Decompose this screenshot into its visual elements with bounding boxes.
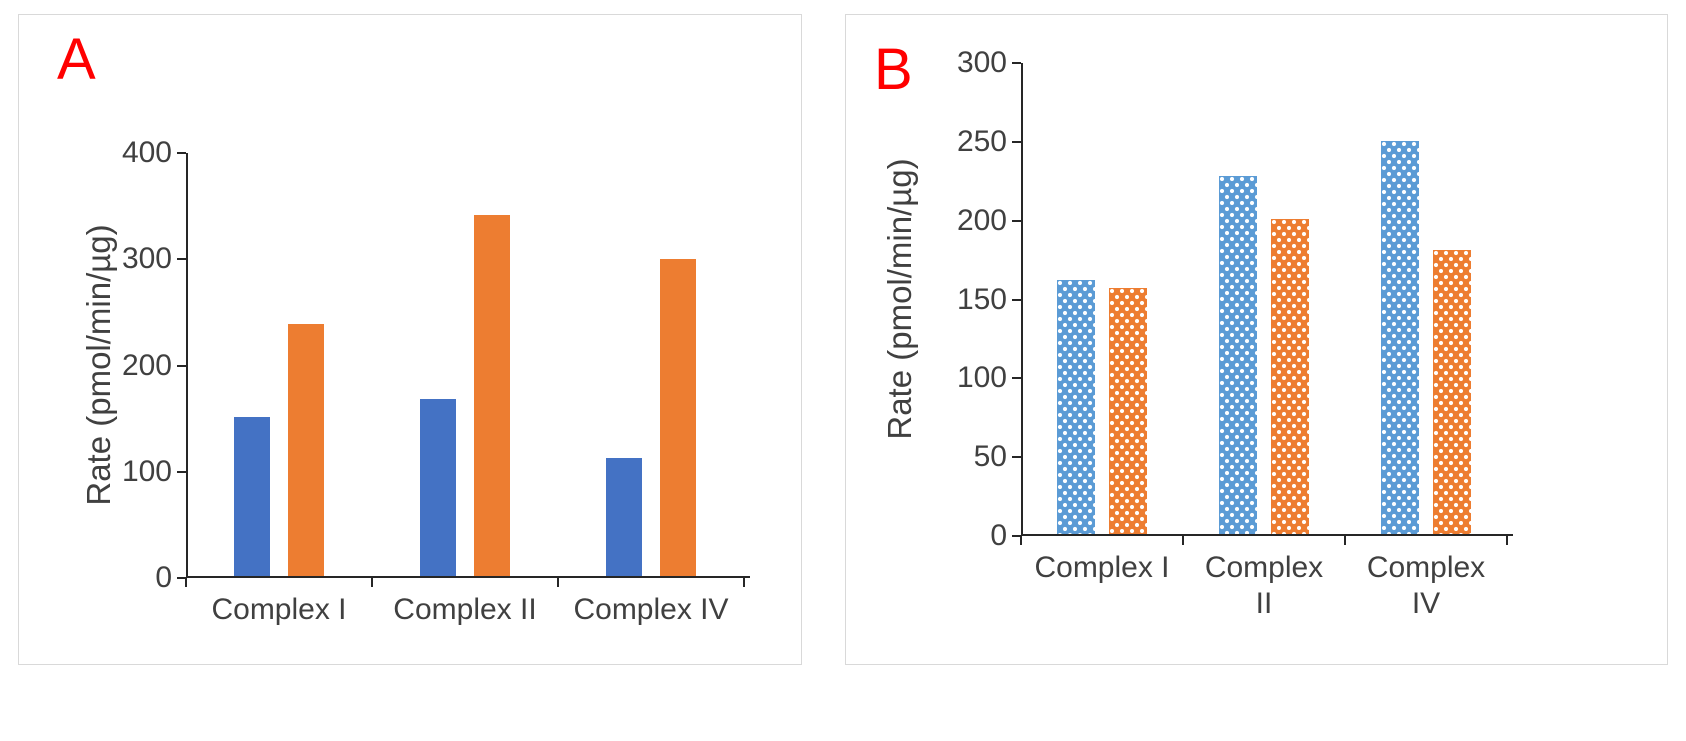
y-tick-label: 250 [956,124,1007,158]
y-axis-line [1021,63,1023,536]
x-tick-mark [743,578,745,587]
y-tick-label: 200 [956,203,1007,237]
y-tick-label: 300 [956,46,1007,79]
y-tick-mark [1012,140,1021,143]
y-tick-mark [1012,535,1021,537]
panel-label-b: B [874,37,913,102]
y-tick-mark [177,152,186,154]
y-tick-label: 150 [956,282,1007,316]
x-tick-mark [1182,536,1184,545]
bar [1381,141,1419,534]
y-tick-mark [1012,298,1021,301]
panel-a: A Rate (pmol/min/µg) 0 100 200 300 400 Comple… [18,14,802,665]
y-tick-mark [177,470,186,473]
y-tick-mark [1012,62,1021,64]
y-tick-label: 400 [121,136,172,169]
bar [1057,280,1095,534]
bar [1219,176,1257,534]
x-category-label: Complex II [1204,551,1324,620]
y-tick-label: 0 [155,561,172,594]
x-tick-mark [371,578,373,587]
y-tick-label: 100 [121,454,172,488]
y-tick-label: 200 [121,348,172,382]
x-category-label: Complex I [211,593,347,626]
x-category-label: Complex I [1034,551,1170,584]
x-category-label: Complex IV [573,593,729,626]
y-tick-label: 100 [956,361,1007,395]
x-category-label: Complex IV [1366,551,1486,620]
y-tick-label: 0 [990,519,1007,552]
x-tick-mark [1506,536,1508,545]
bar [1109,288,1147,534]
plot-area-a: 0 100 200 300 400 Complex I Complex II Complex … [122,136,750,626]
y-axis-title-b: Rate (pmol/min/µg) [881,158,918,440]
y-tick-label: 50 [973,440,1007,474]
bar [474,214,510,576]
y-tick-mark [1012,377,1021,380]
y-tick-mark [177,577,186,579]
bar [420,398,456,576]
y-axis-line [186,153,188,578]
x-category-label: Complex II [393,593,537,626]
y-axis-title-a: Rate (pmol/min/µg) [80,224,117,506]
x-tick-mark [557,578,559,587]
plot-area-b: 0 50 100 150 200 250 300 Complex I Complex II Com… [957,46,1513,620]
bar [234,416,270,576]
bar [1433,250,1471,534]
y-tick-mark [1012,456,1021,459]
x-axis-line [186,576,750,578]
bar [1271,218,1309,534]
x-tick-mark [1344,536,1346,545]
x-tick-mark [1020,536,1022,545]
y-tick-label: 300 [121,242,172,276]
x-tick-mark [185,578,187,587]
y-tick-mark [177,364,186,367]
y-tick-mark [177,258,186,261]
panel-b: B Rate (pmol/min/µg) 0 50 100 150 200 250 300 C… [845,14,1668,665]
bar [606,458,642,576]
x-axis-line [1021,534,1513,536]
bar [288,324,324,576]
bar [660,259,696,576]
y-tick-mark [1012,219,1021,222]
panel-label-a: A [57,27,96,92]
